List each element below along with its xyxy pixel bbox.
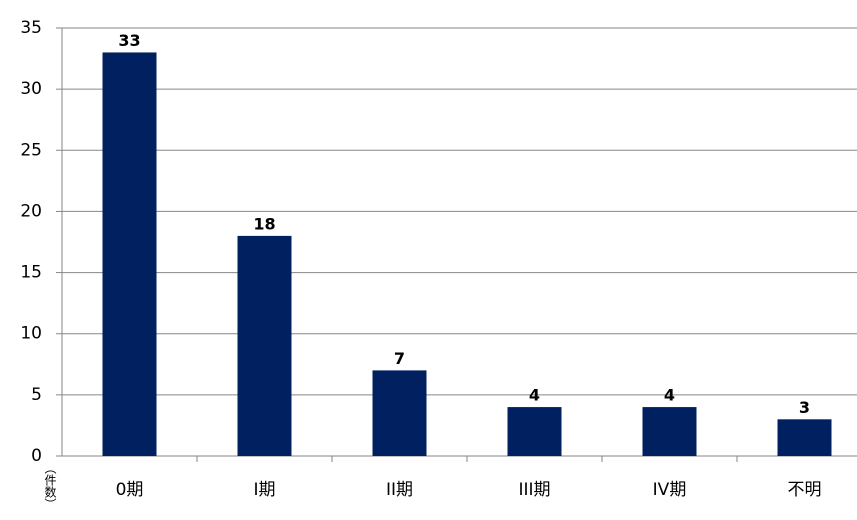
y-tick-label: 35: [20, 18, 42, 38]
bar: [777, 419, 832, 456]
y-tick-label: 15: [20, 263, 42, 283]
x-tick-label: I期: [253, 480, 275, 500]
y-axis-label: （件数）: [43, 462, 57, 510]
value-label: 4: [664, 386, 675, 405]
y-tick-label: 5: [31, 385, 42, 405]
y-tick-label: 10: [20, 324, 42, 344]
y-tick-label: 25: [20, 140, 42, 160]
value-label: 4: [529, 386, 540, 405]
x-tick-label: IV期: [653, 480, 687, 500]
y-tick-label: 0: [31, 446, 42, 466]
y-tick-label: 30: [20, 79, 42, 99]
value-label: 3: [799, 398, 810, 417]
x-tick-label: 不明: [788, 480, 822, 500]
bar: [102, 52, 157, 456]
bar: [237, 235, 292, 456]
x-tick-label: III期: [518, 480, 550, 500]
value-label: 7: [394, 349, 405, 368]
y-tick-label: 20: [20, 201, 42, 221]
x-tick-label: II期: [386, 480, 413, 500]
x-tick-label: 0期: [116, 480, 144, 500]
value-label: 18: [253, 214, 275, 233]
value-label: 33: [118, 31, 140, 50]
bar: [642, 407, 697, 456]
bar: [507, 407, 562, 456]
bar: [372, 370, 427, 456]
